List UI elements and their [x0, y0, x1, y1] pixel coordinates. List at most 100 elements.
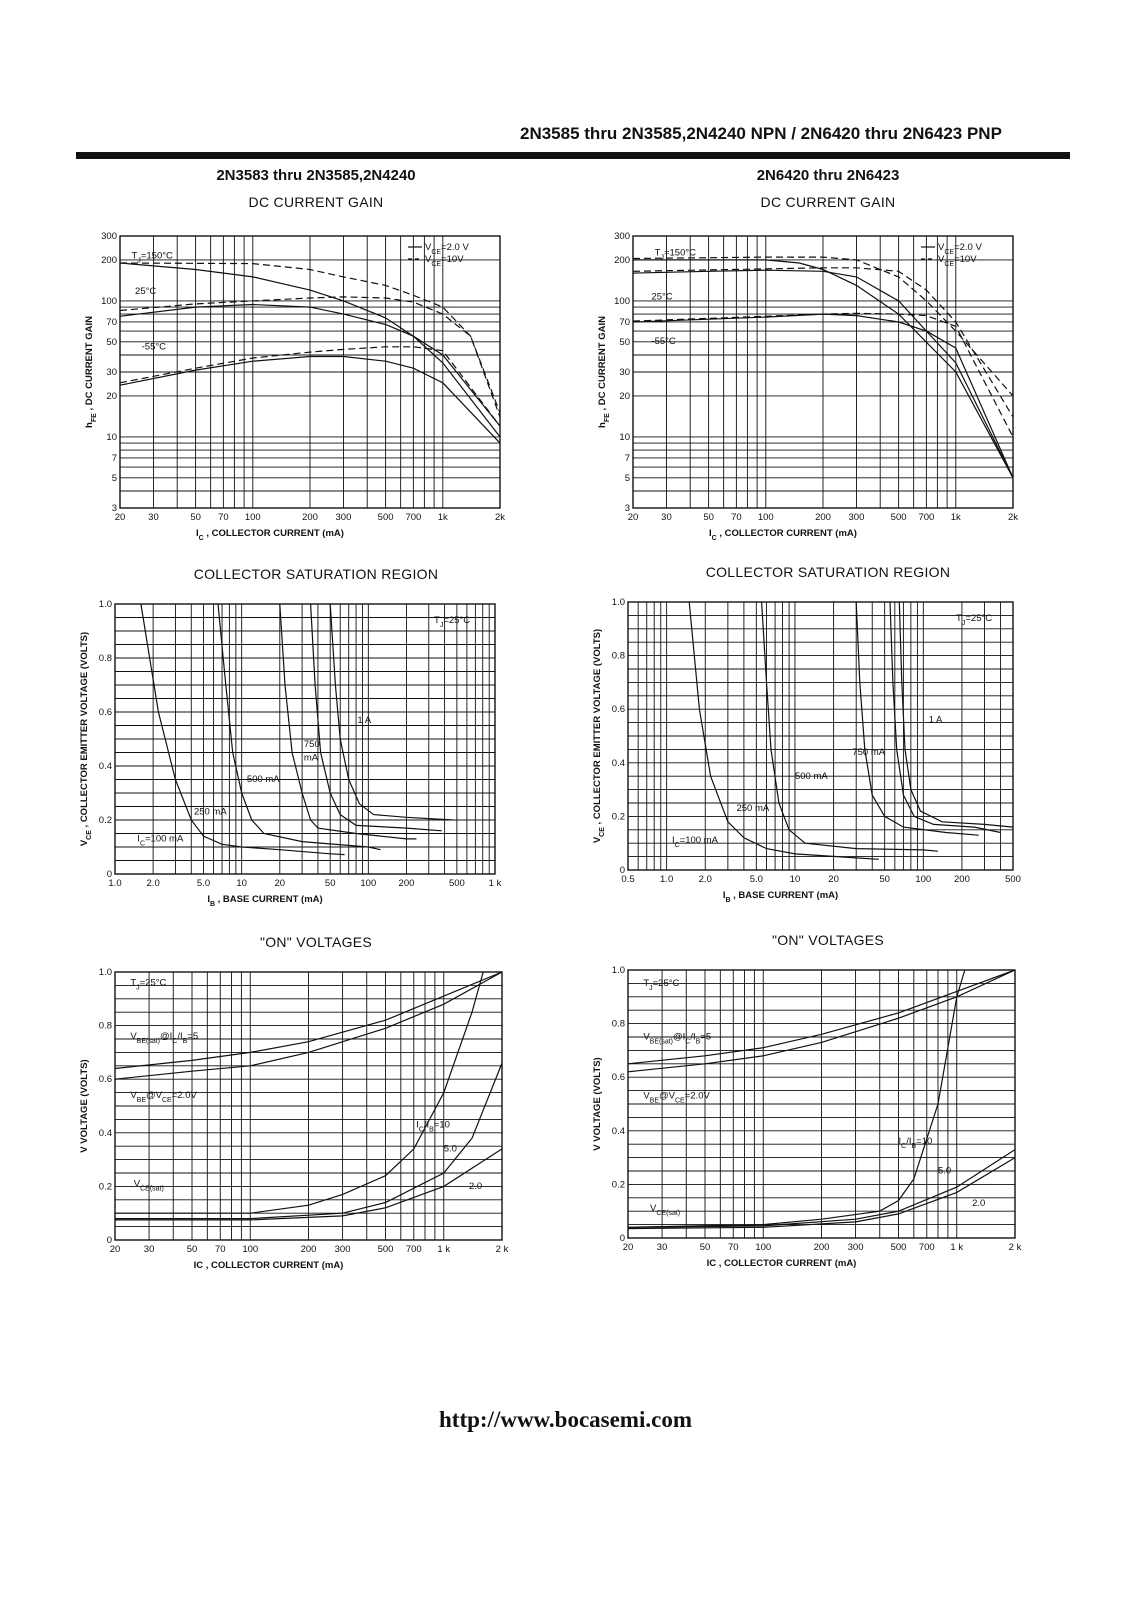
x-tick-label: 50 — [325, 878, 336, 889]
series-line — [115, 1062, 503, 1220]
chart-pnp-on-voltages: 20 30 50 70 100 200 300 500 700 1 k 2 k 0 0.2 0.4 0.6 0… — [553, 964, 1023, 1274]
grid-lines — [627, 601, 1014, 871]
y-tick-label: 0.4 — [612, 758, 625, 769]
annotation: 25°C — [651, 292, 672, 303]
y-tick-label: 30 — [619, 367, 630, 378]
x-tick-label: 300 — [336, 512, 352, 523]
x-tick-label: 20 — [275, 878, 286, 889]
x-tick-label: 2k — [495, 512, 505, 523]
x-tick-label: 500 — [1005, 874, 1021, 885]
x-tick-label: 1 k — [950, 1242, 963, 1253]
y-tick-label: 0.6 — [99, 1074, 112, 1085]
y-tick-label: 70 — [619, 317, 630, 328]
chart-title-pnp-gain: DC CURRENT GAIN — [760, 194, 896, 210]
x-tick-label: 100 — [242, 1244, 258, 1255]
y-axis-label: VCE , COLLECTOR EMITTER VOLTAGE (VOLTS) — [592, 629, 606, 843]
y-tick-label: 1.0 — [99, 599, 112, 610]
annotation: 5.0 — [444, 1144, 457, 1155]
y-tick-label: 5 — [625, 473, 630, 484]
y-tick-label: 0.2 — [612, 811, 625, 822]
y-tick-label: 0.8 — [612, 1019, 625, 1030]
y-tick-label: 0 — [107, 1235, 112, 1246]
x-tick-label: 30 — [661, 512, 672, 523]
x-tick-label: 30 — [657, 1242, 668, 1253]
x-axis-label: IC , COLLECTOR CURRENT (mA) — [709, 528, 857, 542]
y-tick-label: 100 — [101, 296, 117, 307]
x-tick-label: 20 — [110, 1244, 121, 1255]
x-tick-label: 100 — [245, 512, 261, 523]
y-tick-label: 0.4 — [612, 1126, 625, 1137]
x-tick-label: 200 — [954, 874, 970, 885]
series-line — [898, 601, 1014, 828]
x-tick-label: 100 — [755, 1242, 771, 1253]
series-line — [119, 346, 501, 427]
y-tick-label: 50 — [106, 337, 117, 348]
x-tick-label: 50 — [190, 512, 201, 523]
y-tick-label: 300 — [101, 231, 117, 242]
x-tick-label: 700 — [405, 512, 421, 523]
grid-lines — [114, 971, 503, 1241]
annotation: VBE@VCE=2.0V — [643, 1091, 710, 1105]
x-tick-label: 70 — [215, 1244, 226, 1255]
x-axis-label: IB , BASE CURRENT (mA) — [723, 890, 838, 904]
annotation: 2.0 — [469, 1181, 482, 1192]
x-axis-label: IB , BASE CURRENT (mA) — [207, 894, 322, 908]
x-tick-label: 700 — [406, 1244, 422, 1255]
y-tick-label: 10 — [106, 432, 117, 443]
footer-url: http://www.bocasemi.com — [439, 1407, 692, 1432]
plot-frame — [632, 235, 1014, 509]
series-line — [761, 601, 938, 852]
series-line — [140, 603, 345, 856]
y-tick-label: 20 — [106, 391, 117, 402]
series-line — [114, 971, 503, 1070]
y-tick-label: 10 — [619, 432, 630, 443]
y-tick-label: 0.2 — [612, 1179, 625, 1190]
chart-title-npn-on: "ON" VOLTAGES — [259, 934, 373, 950]
chart-pnp-saturation-region: 0.5 1.0 2.0 5.0 10 20 50 100 200 500 0 0.2 0.4 0.6 0.8… — [553, 596, 1023, 906]
series-line — [115, 971, 484, 1214]
y-tick-label: 0.4 — [99, 1128, 112, 1139]
annotation: -55°C — [651, 336, 676, 347]
annotation: VBE(sat)@IC/IB=5 — [130, 1031, 198, 1045]
x-tick-label: 700 — [918, 512, 934, 523]
x-tick-label: 70 — [218, 512, 229, 523]
x-tick-label: 300 — [849, 512, 865, 523]
y-tick-label: 0.8 — [612, 651, 625, 662]
annotation: TJ=25°C — [130, 977, 166, 991]
series-line — [632, 256, 1014, 397]
header-rule — [76, 152, 1070, 159]
annotation: 1 A — [357, 715, 371, 726]
annotation: 500 mA — [795, 771, 828, 782]
y-tick-label: 0.2 — [99, 815, 112, 826]
x-tick-label: 50 — [187, 1244, 198, 1255]
y-axis-label: V VOLTAGE (VOLTS) — [592, 1057, 603, 1150]
x-tick-label: 50 — [703, 512, 714, 523]
grid-lines — [627, 969, 1016, 1239]
annotation: TJ=25°C — [434, 615, 470, 629]
y-axis-label: VCE , COLLECTOR EMITTER VOLTAGE (VOLTS) — [79, 632, 93, 846]
column-title-pnp: 2N6420 thru 2N6423 — [756, 167, 900, 184]
x-tick-label: 300 — [335, 1244, 351, 1255]
y-tick-label: 0.4 — [99, 761, 112, 772]
annotation: 2.0 — [972, 1198, 985, 1209]
y-axis-label: hFE , DC CURRENT GAIN — [84, 316, 98, 428]
y-tick-label: 200 — [614, 255, 630, 266]
x-tick-label: 500 — [891, 1242, 907, 1253]
annotation: 5.0 — [938, 1166, 951, 1177]
y-tick-label: 200 — [101, 255, 117, 266]
annotation: 750 mA — [852, 747, 885, 758]
annotation: TJ=150°C — [655, 248, 697, 261]
y-tick-label: 30 — [106, 367, 117, 378]
x-axis-label: IC , COLLECTOR CURRENT (mA) — [194, 1260, 344, 1271]
series-line — [119, 355, 501, 444]
annotation: VBE@VCE=2.0V — [130, 1090, 197, 1104]
x-tick-label: 30 — [148, 512, 159, 523]
x-tick-label: 1.0 — [660, 874, 673, 885]
x-tick-label: 1 k — [489, 878, 502, 889]
legend-entry: VCE=2.0 V — [938, 242, 982, 256]
series-line — [632, 269, 1014, 479]
y-tick-label: 0 — [107, 869, 112, 880]
chart-title-npn-sat: COLLECTOR SATURATION REGION — [193, 566, 439, 582]
y-tick-label: 0.6 — [612, 1072, 625, 1083]
x-tick-label: 500 — [891, 512, 907, 523]
